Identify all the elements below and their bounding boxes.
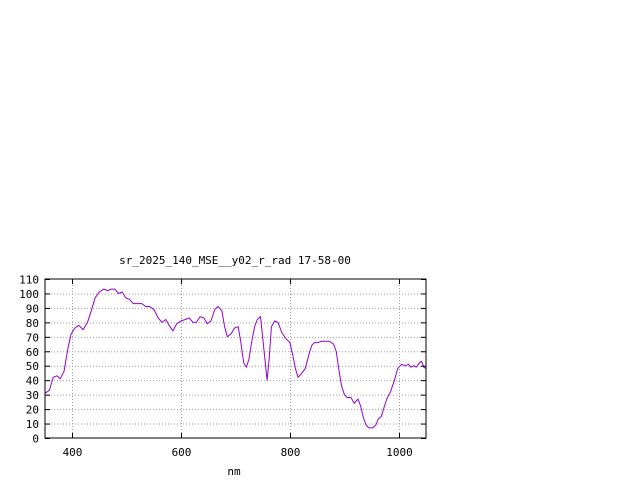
y-tick-label: 60: [26, 346, 39, 359]
y-tick-label: 110: [19, 274, 39, 287]
x-tick-label: 600: [172, 446, 192, 459]
y-tick-label: 50: [26, 360, 39, 373]
grid-lines: [45, 279, 426, 438]
x-tick-label: 1000: [386, 446, 413, 459]
x-axis-label: nm: [227, 465, 241, 478]
y-tick-label: 90: [26, 302, 39, 315]
y-tick-label: 40: [26, 375, 39, 388]
y-tick-label: 10: [26, 418, 39, 431]
y-tick-label: 30: [26, 389, 39, 402]
y-tick-label: 100: [19, 288, 39, 301]
y-tick-label: 80: [26, 317, 39, 330]
series-line: [44, 288, 427, 429]
x-tick-label: 400: [63, 446, 83, 459]
plot-frame: [44, 278, 427, 439]
x-tick-label: 800: [281, 446, 301, 459]
y-tick-label: 70: [26, 331, 39, 344]
chart-title: sr_2025_140_MSE__y02_r_rad 17-58-00: [119, 254, 351, 267]
y-tick-label: 0: [32, 433, 39, 446]
y-tick-label: 20: [26, 404, 39, 417]
series-layer: [44, 288, 427, 429]
